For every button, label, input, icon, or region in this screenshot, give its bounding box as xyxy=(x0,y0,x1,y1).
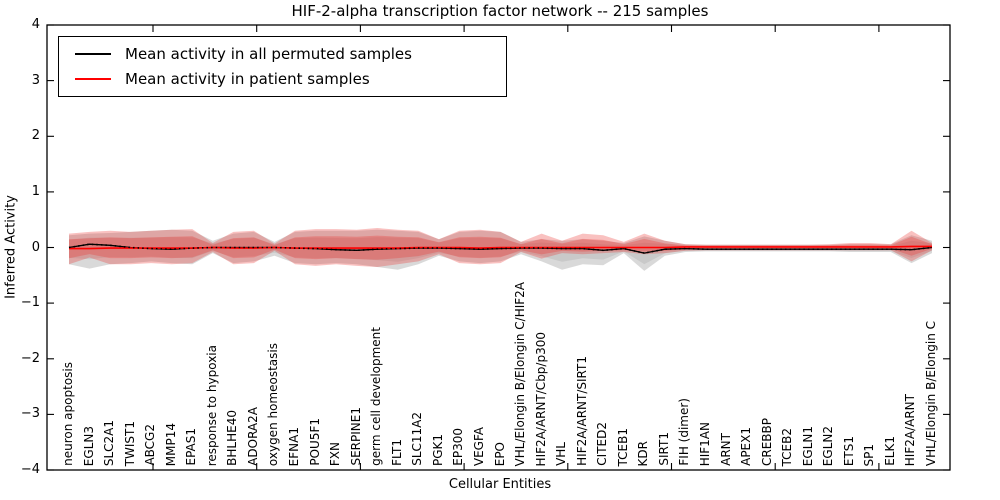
x-tick-label: SP1 xyxy=(862,443,877,467)
x-axis-label: Cellular Entities xyxy=(448,477,552,492)
y-tick-label: 4 xyxy=(31,17,40,32)
legend-item-label: Mean activity in all permuted samples xyxy=(125,44,412,63)
x-tick-label: HIF2A/ARNT xyxy=(903,393,918,466)
y-tick-label: 1 xyxy=(31,183,40,199)
x-tick-label: EGLN3 xyxy=(81,425,96,466)
permuted-band xyxy=(69,229,932,271)
x-tick-label: VHL xyxy=(554,442,569,466)
y-tick-label: 3 xyxy=(31,72,40,88)
x-tick-label: EPO xyxy=(492,441,507,466)
x-tick-label: ELK1 xyxy=(882,436,897,466)
legend-item: Mean activity in patient samples xyxy=(59,70,506,88)
y-tick-label: −1 xyxy=(20,295,40,311)
x-tick-label: VEGFA xyxy=(471,426,486,466)
x-tick-label: EPAS1 xyxy=(184,428,199,466)
x-tick-label: BHLHE40 xyxy=(225,410,240,466)
x-tick-label: CITED2 xyxy=(595,422,610,466)
x-tick-label: SERPINE1 xyxy=(348,407,363,466)
x-tick-label: KDR xyxy=(636,440,651,466)
x-tick-label: TWIST1 xyxy=(122,420,137,466)
x-tick-label: TCEB2 xyxy=(780,427,795,466)
y-tick-label: −4 xyxy=(20,462,40,477)
x-tick-label: HIF1AN xyxy=(697,421,712,466)
x-tick-label: TCEB1 xyxy=(615,427,630,466)
permuted-band-core xyxy=(69,237,932,265)
legend: Mean activity in all permuted samples Me… xyxy=(58,36,507,97)
x-tick-label: neuron apoptosis xyxy=(61,362,75,466)
x-tick-label: EP300 xyxy=(451,428,466,466)
legend-item-label: Mean activity in patient samples xyxy=(125,70,370,89)
y-tick-label: 2 xyxy=(31,128,40,144)
y-tick-label: 0 xyxy=(31,239,40,255)
x-tick-label: FLT1 xyxy=(389,439,404,466)
x-tick-label: ARNT xyxy=(718,433,733,466)
x-tick-label: EGLN2 xyxy=(821,425,836,466)
x-tick-label: ABCG2 xyxy=(143,424,158,466)
x-tick-label: response to hypoxia xyxy=(204,344,219,466)
x-tick-label: PGK1 xyxy=(430,433,445,466)
x-tick-label: ADORA2A xyxy=(245,407,260,466)
x-tick-label: CREBBP xyxy=(759,418,774,466)
x-tick-label: VHL/Elongin B/Elongin C xyxy=(924,320,938,466)
y-tick-label: −2 xyxy=(20,350,40,366)
x-tick-label: SLC11A2 xyxy=(410,412,425,466)
x-tick-label: ETS1 xyxy=(841,435,856,466)
x-tick-label: MMP14 xyxy=(163,422,178,466)
chart-title: HIF-2-alpha transcription factor network… xyxy=(291,2,709,20)
y-tick-label: −3 xyxy=(20,406,40,422)
x-tick-label: EGLN1 xyxy=(800,425,815,466)
x-tick-label: oxygen homeostasis xyxy=(266,342,281,466)
legend-line-permuted xyxy=(75,52,111,55)
x-tick-label: EFNA1 xyxy=(287,426,302,466)
x-tick-label: SLC2A1 xyxy=(102,419,117,466)
x-tick-label: FXN xyxy=(328,441,343,466)
x-tick-label: germ cell development xyxy=(369,327,384,466)
x-tick-label: SIRT1 xyxy=(656,432,671,466)
x-tick-label: APEX1 xyxy=(739,427,754,466)
x-tick-label: HIF2A/ARNT/SIRT1 xyxy=(574,356,589,466)
x-tick-label: FIH (dimer) xyxy=(677,398,692,466)
x-tick-label: HIF2A/ARNT/Cbp/p300 xyxy=(533,331,548,466)
legend-line-patient xyxy=(75,78,111,81)
patient-mean-line xyxy=(69,245,932,250)
x-tick-label: VHL/Elongin B/Elongin C/HIF2A xyxy=(513,281,528,466)
legend-item: Mean activity in all permuted samples xyxy=(59,45,506,63)
x-tick-label: POU5F1 xyxy=(307,418,322,466)
